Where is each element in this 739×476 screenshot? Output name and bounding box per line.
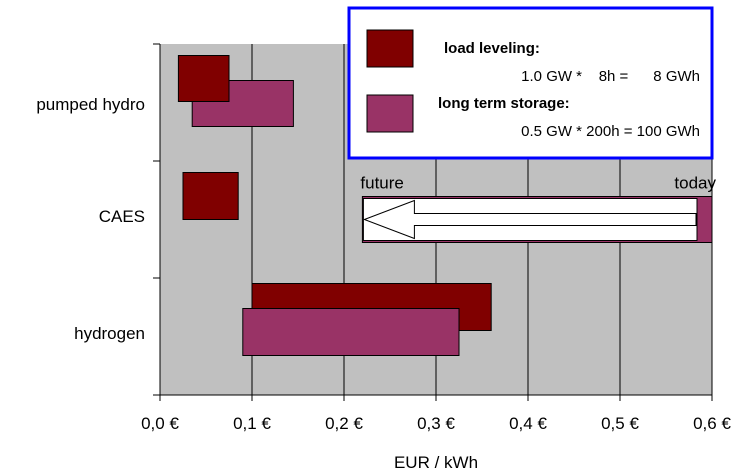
legend-entry-detail: 1.0 GW * 8h = 8 GWh — [521, 68, 700, 85]
legend-swatch — [366, 94, 414, 133]
trend-arrow — [362, 199, 697, 240]
x-axis-label: EUR / kWh — [394, 453, 478, 472]
bar-load-leveling-CAES — [182, 172, 239, 220]
category-label: pumped hydro — [36, 95, 145, 114]
axes — [153, 43, 713, 401]
x-tick-label: 0,2 € — [325, 414, 363, 433]
category-labels: pumped hydro CAES hydrogen — [36, 95, 145, 343]
legend-swatch — [366, 29, 414, 68]
category-label: hydrogen — [74, 324, 145, 343]
cost-trend-annotation: future today — [360, 174, 716, 243]
x-tick-label: 0,0 € — [141, 414, 179, 433]
legend: load leveling: 1.0 GW * 8h = 8 GWh long te… — [347, 6, 714, 160]
bars — [177, 55, 492, 356]
x-tick-label: 0,6 € — [693, 414, 731, 433]
bar-load-leveling-pumped-hydro — [177, 55, 230, 102]
category-label: CAES — [99, 207, 145, 226]
x-tick-label: 0,5 € — [601, 414, 639, 433]
x-tick-label: 0,3 € — [417, 414, 455, 433]
x-tick-label: 0,1 € — [233, 414, 271, 433]
annotation-future: future — [360, 174, 403, 193]
legend-entry-detail: 0.5 GW * 200h = 100 GWh — [521, 123, 700, 140]
x-tick-labels: 0,0 € 0,1 € 0,2 € 0,3 € 0,4 € 0,5 € 0,6 € — [141, 414, 731, 433]
legend-entry-title: long term storage: — [438, 95, 570, 112]
x-tick-label: 0,4 € — [509, 414, 547, 433]
legend-entry-title: load leveling: — [444, 40, 540, 57]
bar-long-term-storage-hydrogen — [242, 308, 460, 356]
annotation-today: today — [674, 174, 716, 193]
